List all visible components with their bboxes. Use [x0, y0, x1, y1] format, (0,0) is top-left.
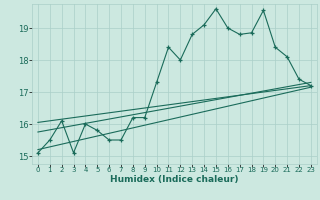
X-axis label: Humidex (Indice chaleur): Humidex (Indice chaleur) — [110, 175, 239, 184]
